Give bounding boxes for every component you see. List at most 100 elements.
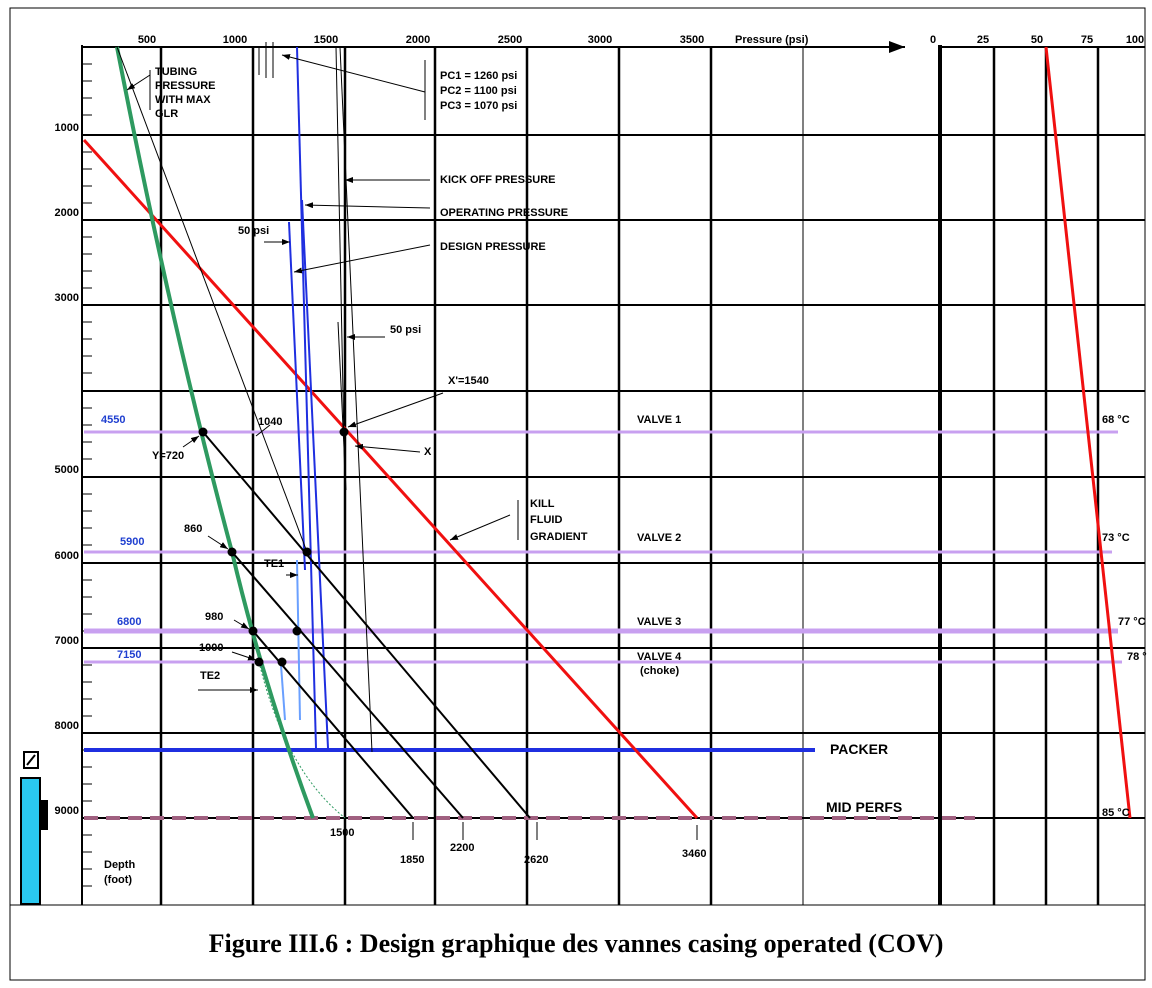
annotation: TE1 <box>264 558 284 570</box>
annotation: 3460 <box>682 848 706 860</box>
pressure-tick: 2000 <box>406 34 430 46</box>
arrow <box>348 393 443 427</box>
page: 500 1000 1500 2000 2500 3000 3500 Pressu… <box>0 0 1152 988</box>
valve-label: VALVE 4 <box>637 651 682 663</box>
valve-depth: 7150 <box>117 649 141 661</box>
te-line <box>297 560 300 720</box>
annotation: FLUID <box>530 514 562 526</box>
annotation: PC3 = 1070 psi <box>440 100 517 112</box>
grid <box>82 45 1145 905</box>
depth-title: (foot) <box>104 874 132 886</box>
depth-tick: 9000 <box>55 805 79 817</box>
point <box>340 428 349 437</box>
temp-tick: 100 <box>1126 34 1144 46</box>
annotation: MID PERFS <box>826 799 902 815</box>
annotation: 2620 <box>524 854 548 866</box>
temp-tick: 0 <box>930 34 936 46</box>
point <box>303 548 312 557</box>
tubing-gradient-dotted <box>259 662 345 818</box>
annotation: 50 psi <box>390 324 421 336</box>
point <box>249 627 258 636</box>
valve-lines <box>84 432 1122 662</box>
pressure-tick: 3500 <box>680 34 704 46</box>
operating-line <box>302 200 328 748</box>
annotation: KILL <box>530 498 555 510</box>
annotation: 1040 <box>258 416 282 428</box>
annotation: 50 psi <box>238 225 269 237</box>
well-casing <box>21 778 40 904</box>
pressure-tick: 2500 <box>498 34 522 46</box>
annotation: GRADIENT <box>530 531 588 543</box>
temp-tick: 75 <box>1081 34 1093 46</box>
depth-tick: 2000 <box>55 207 79 219</box>
valve-label: VALVE 3 <box>637 616 681 628</box>
valve-note: (choke) <box>640 665 679 677</box>
casing-lines <box>281 47 328 748</box>
bottom-temp: 85 °C <box>1102 807 1130 819</box>
annotation: TUBING <box>155 66 197 78</box>
design-line <box>297 47 316 748</box>
annotation: OPERATING PRESSURE <box>440 207 568 219</box>
annotation: DESIGN PRESSURE <box>440 241 546 253</box>
annotation: GLR <box>155 108 178 120</box>
te-line <box>281 665 285 720</box>
well-packer <box>40 800 48 830</box>
temp-tick: 25 <box>977 34 989 46</box>
annotation: KICK OFF PRESSURE <box>440 174 556 186</box>
depth-tick: 3000 <box>55 292 79 304</box>
pressure-tick: 1000 <box>223 34 247 46</box>
depth-tick: 8000 <box>55 720 79 732</box>
depth-tick: 6000 <box>55 550 79 562</box>
valve-label: VALVE 2 <box>637 532 681 544</box>
valve-depth: 5900 <box>120 536 144 548</box>
annotation: X <box>424 446 432 458</box>
arrow <box>208 536 228 549</box>
annotation: 1850 <box>400 854 424 866</box>
valve-temp: 73 °C <box>1102 532 1130 544</box>
depth-title: Depth <box>104 859 135 871</box>
arrow <box>294 245 430 272</box>
valve-label: VALVE 1 <box>637 414 681 426</box>
point <box>255 658 264 667</box>
pressure-tick: 500 <box>138 34 156 46</box>
pressure-title: Pressure (psi) <box>735 34 809 46</box>
point <box>293 627 302 636</box>
depth-tick: 7000 <box>55 635 79 647</box>
pressure-tick: 3000 <box>588 34 612 46</box>
annotation: 2200 <box>450 842 474 854</box>
annotation: PACKER <box>830 741 888 757</box>
valve-depth: 6800 <box>117 616 141 628</box>
valve-temp: 78 ° <box>1127 651 1147 663</box>
arrow <box>305 205 430 208</box>
gradient-line <box>253 631 413 818</box>
annotation: Y=720 <box>152 450 184 462</box>
depth-tick: 1000 <box>55 122 79 134</box>
figure: 500 1000 1500 2000 2500 3000 3500 Pressu… <box>0 0 1152 988</box>
annotation: 1000 <box>199 642 223 654</box>
annotation: 1500 <box>330 827 354 839</box>
annotation: WITH MAX <box>155 94 211 106</box>
temp-tick: 50 <box>1031 34 1043 46</box>
arrow <box>450 515 510 540</box>
annotation: PC1 = 1260 psi <box>440 70 517 82</box>
annotation: PRESSURE <box>155 80 216 92</box>
outer-border <box>10 8 1145 980</box>
annotation: X'=1540 <box>448 375 489 387</box>
point <box>278 658 287 667</box>
arrow <box>234 620 249 629</box>
annotation: TE2 <box>200 670 220 682</box>
valve-temp: 77 °C <box>1118 616 1146 628</box>
annotation: 980 <box>205 611 223 623</box>
caption: Figure III.6 : Design graphique des vann… <box>209 929 944 958</box>
point <box>199 428 208 437</box>
minor-ticks <box>82 64 92 886</box>
annotation: 860 <box>184 523 202 535</box>
well-icon <box>21 752 48 904</box>
arrow <box>183 436 199 447</box>
annotation: PC2 = 1100 psi <box>440 85 517 97</box>
pressure-tick: 1500 <box>314 34 338 46</box>
valve-depth: 4550 <box>101 414 125 426</box>
point <box>228 548 237 557</box>
kill-fluid-gradient <box>84 140 697 818</box>
arrow <box>282 55 425 92</box>
